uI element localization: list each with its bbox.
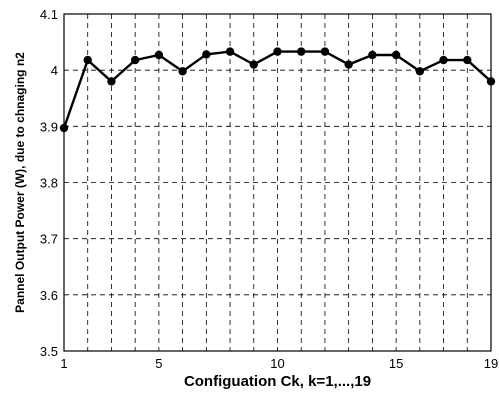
y-tick-label: 4	[51, 63, 58, 78]
y-tick-label: 4.1	[40, 7, 58, 22]
data-point	[107, 77, 116, 86]
grid	[64, 14, 491, 351]
x-axis-title: Configuation Ck, k=1,...,19	[184, 373, 371, 390]
data-point	[130, 55, 140, 65]
data-point	[273, 47, 282, 56]
y-tick-label: 3.8	[40, 176, 58, 191]
data-point	[249, 60, 258, 69]
y-tick-label: 3.7	[40, 232, 58, 247]
plot-frame	[63, 13, 492, 352]
y-tick-label: 3.5	[40, 344, 58, 359]
y-tick-label: 3.9	[40, 119, 58, 134]
y-tick-label: 3.6	[40, 288, 58, 303]
x-tick-label: 15	[389, 356, 403, 371]
data-layer	[59, 47, 496, 133]
data-point	[154, 50, 164, 60]
data-point	[391, 50, 401, 60]
data-point	[439, 55, 448, 65]
data-point	[297, 47, 306, 56]
data-point	[415, 67, 425, 76]
data-point	[368, 50, 377, 60]
data-point	[202, 50, 211, 59]
x-tick-label: 5	[155, 356, 162, 371]
data-point	[225, 47, 235, 56]
x-tick-label: 10	[270, 356, 284, 371]
tick-labels: 1 5 10 15 193.53.63.73.83.944.1	[40, 7, 498, 371]
data-point	[463, 55, 472, 65]
data-point	[344, 60, 353, 69]
y-axis-title: Pannel Output Power (W), due to chnaging…	[13, 52, 27, 313]
data-point	[320, 47, 330, 56]
data-point	[83, 55, 92, 65]
x-tick-label: 19	[484, 356, 498, 371]
data-point	[178, 67, 187, 76]
x-tick-label: 1	[60, 356, 67, 371]
